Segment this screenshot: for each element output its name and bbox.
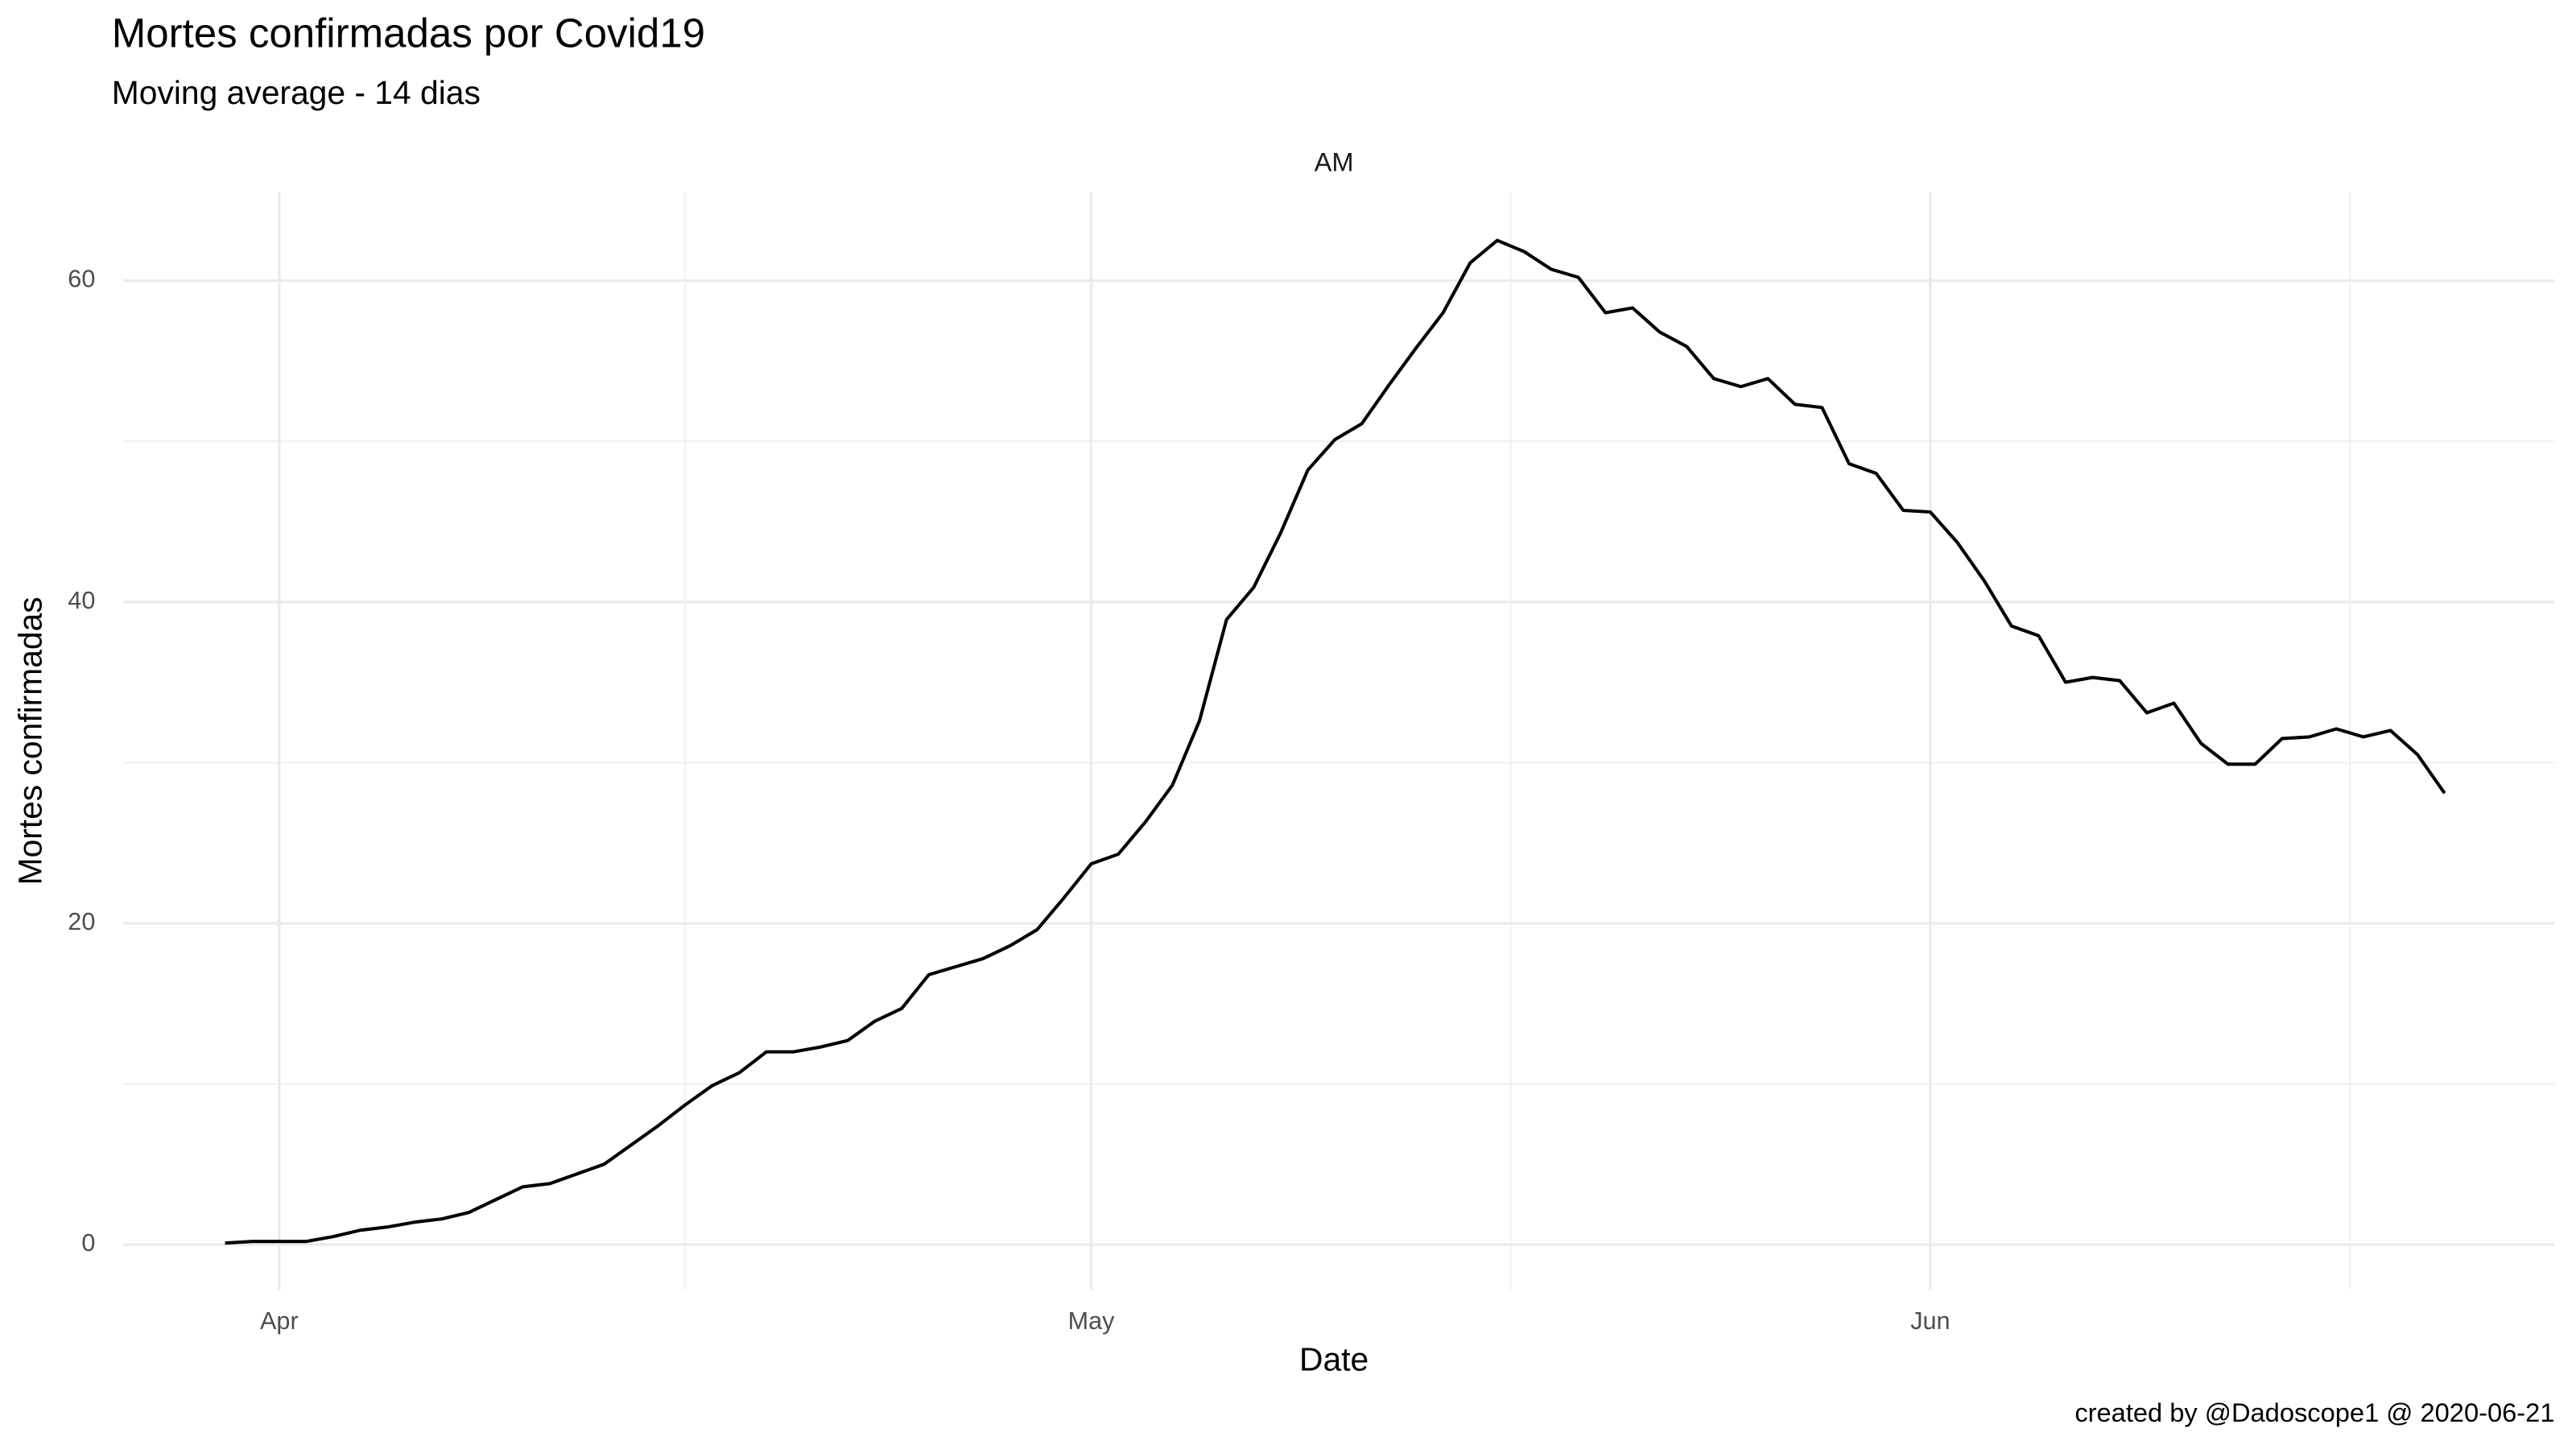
chart-title: Mortes confirmadas por Covid19 (112, 10, 705, 56)
grid (123, 192, 2555, 1290)
x-axis-title: Date (1299, 1341, 1368, 1378)
x-tick-label: Apr (260, 1307, 299, 1335)
y-tick-label: 0 (81, 1229, 95, 1257)
y-axis-title: Mortes confirmadas (12, 597, 49, 885)
x-tick-label: May (1068, 1307, 1116, 1335)
chart-subtitle: Moving average - 14 dias (112, 74, 481, 111)
x-tick-label: Jun (1910, 1307, 1950, 1335)
y-tick-label: 40 (68, 587, 95, 614)
data-line (225, 238, 2446, 1245)
y-tick-label: 60 (68, 266, 95, 293)
facet-label: AM (1315, 147, 1354, 177)
y-tick-label: 20 (68, 908, 95, 935)
caption: created by @Dadoscope1 @ 2020-06-21 (2074, 1397, 2554, 1427)
